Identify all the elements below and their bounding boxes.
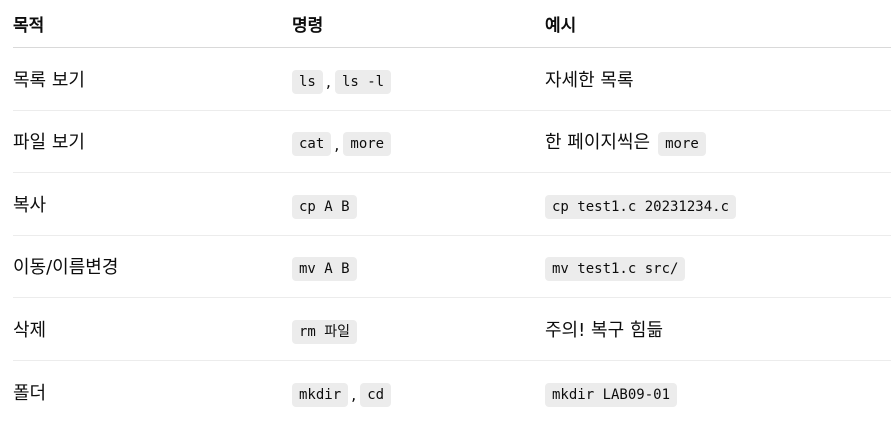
example-cell: cp test1.c 20231234.c (545, 173, 736, 239)
inline-code: ls -l (335, 70, 391, 94)
inline-code: more (343, 132, 391, 156)
purpose-cell: 목록 보기 (13, 48, 85, 114)
command-cell: ls , ls -l (292, 48, 391, 110)
header-command: 명령 (292, 0, 323, 49)
separator: , (334, 135, 339, 154)
header-example: 예시 (545, 0, 576, 49)
command-cell: cp A B (292, 173, 357, 235)
inline-code: cp test1.c 20231234.c (545, 195, 736, 219)
inline-code: ls (292, 70, 323, 94)
command-table: 목적 명령 예시 목록 보기 ls , ls -l 자세한 목록 파일 보기 c… (13, 0, 891, 423)
separator: , (351, 385, 356, 404)
example-text: 한 페이지씩은 (545, 128, 650, 154)
inline-code: mv test1.c src/ (545, 257, 685, 281)
separator: , (326, 72, 331, 91)
purpose-cell: 이동/이름변경 (13, 236, 118, 302)
inline-code: more (658, 132, 706, 156)
inline-code: rm 파일 (292, 320, 357, 344)
example-cell: 한 페이지씩은 more (545, 111, 706, 177)
table-row: 이동/이름변경 mv A B mv test1.c src/ (13, 236, 891, 299)
table-header-row: 목적 명령 예시 (13, 0, 891, 48)
inline-code: mkdir (292, 383, 348, 407)
purpose-cell: 폴더 (13, 361, 46, 427)
inline-code: cat (292, 132, 331, 156)
command-cell: rm 파일 (292, 298, 357, 360)
example-cell: 주의! 복구 힘듦 (545, 298, 663, 364)
inline-code: mkdir LAB09-01 (545, 383, 677, 407)
inline-code: cd (360, 383, 391, 407)
example-cell: mkdir LAB09-01 (545, 361, 677, 427)
command-cell: cat , more (292, 111, 391, 173)
purpose-cell: 파일 보기 (13, 111, 85, 177)
example-cell: mv test1.c src/ (545, 236, 685, 302)
table-row: 목록 보기 ls , ls -l 자세한 목록 (13, 48, 891, 111)
header-purpose: 목적 (13, 0, 44, 49)
purpose-cell: 삭제 (13, 298, 46, 364)
table-row: 폴더 mkdir , cd mkdir LAB09-01 (13, 361, 891, 424)
table-row: 복사 cp A B cp test1.c 20231234.c (13, 173, 891, 236)
command-cell: mv A B (292, 236, 357, 298)
inline-code: mv A B (292, 257, 357, 281)
inline-code: cp A B (292, 195, 357, 219)
table-row: 삭제 rm 파일 주의! 복구 힘듦 (13, 298, 891, 361)
example-cell: 자세한 목록 (545, 48, 634, 114)
table-row: 파일 보기 cat , more 한 페이지씩은 more (13, 111, 891, 174)
purpose-cell: 복사 (13, 173, 46, 239)
command-cell: mkdir , cd (292, 361, 391, 424)
